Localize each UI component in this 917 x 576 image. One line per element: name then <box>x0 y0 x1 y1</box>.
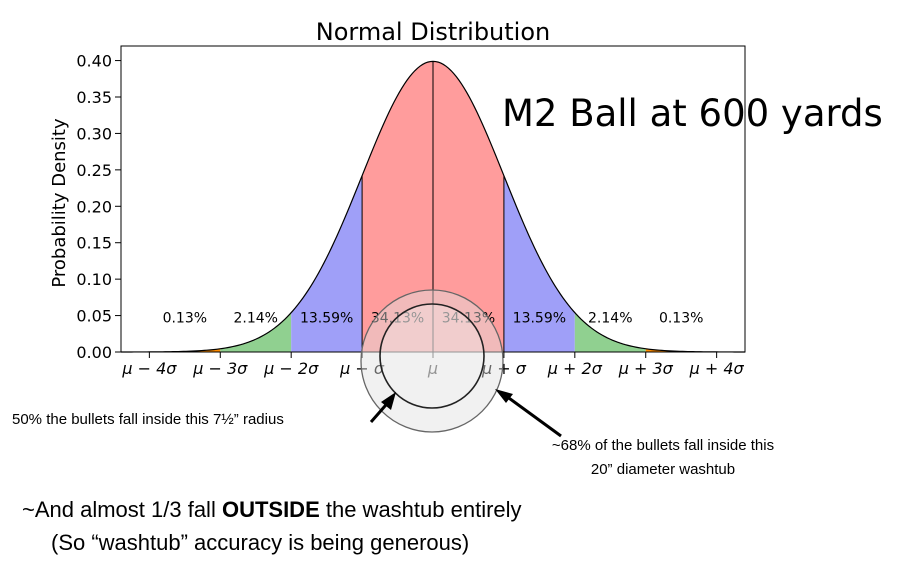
y-tick-label-1: 0.05 <box>76 307 112 326</box>
x-axis-ticks: μ − 4σ μ − 3σ μ − 2σ μ − σ μ μ + σ μ + 2σ μ + 3… <box>121 352 745 378</box>
x-tick-label-0: μ − 4σ <box>121 359 177 378</box>
region-1 <box>149 348 221 352</box>
percent-label-6: 13.59% <box>513 311 566 327</box>
outer-washtub-circle <box>360 289 504 433</box>
footer-suffix: the washtub entirely <box>319 497 522 522</box>
region-2 <box>220 312 292 352</box>
percent-label-1: 0.13% <box>163 311 207 327</box>
inner-circle-note: 50% the bullets fall inside this 7½” rad… <box>12 411 284 428</box>
headline: M2 Ball at 600 yards <box>502 92 883 135</box>
percent-label-4: 34.13% <box>371 311 424 327</box>
x-tick-label-3: μ − σ <box>339 359 385 378</box>
footer-line2: (So “washtub” accuracy is being generous… <box>51 530 470 555</box>
region-8 <box>645 348 717 352</box>
y-tick-label-4: 0.20 <box>76 197 112 216</box>
percent-label-8: 0.13% <box>659 311 703 327</box>
footer-prefix: ~And almost 1/3 fall <box>22 497 222 522</box>
y-axis-label: Probability Density <box>49 118 70 288</box>
percent-label-7: 2.14% <box>588 311 632 327</box>
footer-bold: OUTSIDE <box>221 497 320 522</box>
arrow-inner-head <box>381 392 396 410</box>
washtub-overlay <box>360 289 504 433</box>
y-tick-label-7: 0.35 <box>76 88 112 107</box>
y-tick-label-6: 0.30 <box>76 124 112 143</box>
x-tick-label-6: μ + 2σ <box>547 359 603 378</box>
x-tick-label-1: μ − 3σ <box>192 359 248 378</box>
x-tick-label-8: μ + 4σ <box>689 359 745 378</box>
percent-label-2: 2.14% <box>233 311 277 327</box>
inner-radius-circle <box>379 303 485 409</box>
chart-title: Normal Distribution <box>316 18 550 46</box>
arrows <box>369 389 562 438</box>
outer-circle-note-line2: 20” diameter washtub <box>590 461 736 478</box>
y-tick-label-8: 0.40 <box>76 52 112 71</box>
footer-line1: ~And almost 1/3 fall OUTSIDE the washtub… <box>22 497 522 523</box>
arrow-outer-head <box>495 389 513 403</box>
x-tick-label-4: μ <box>427 359 438 378</box>
y-tick-label-0: 0.00 <box>76 343 112 362</box>
y-axis-ticks: 0.00 0.05 0.10 0.15 0.20 0.25 0.30 0.35 0.40 <box>76 52 121 362</box>
outer-circle-note-line1: ~68% of the bullets fall inside this <box>551 437 775 454</box>
percent-labels: 0.13%2.14%13.59%34.13%34.13%13.59%2.14%0… <box>163 311 704 327</box>
region-7 <box>574 312 646 352</box>
x-tick-label-7: μ + 3σ <box>618 359 674 378</box>
y-tick-label-2: 0.10 <box>76 270 112 289</box>
arrow-outer <box>501 391 562 438</box>
y-tick-label-3: 0.15 <box>76 234 112 253</box>
percent-label-3: 13.59% <box>300 311 353 327</box>
x-tick-label-2: μ − 2σ <box>263 359 319 378</box>
x-tick-label-5: μ + σ <box>481 359 527 378</box>
density-curve <box>120 60 746 353</box>
y-tick-label-5: 0.25 <box>76 161 112 180</box>
